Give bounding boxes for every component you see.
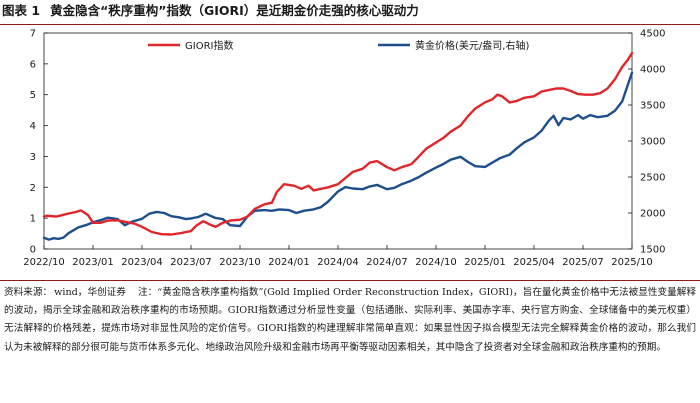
y-right-tick-label: 3000	[640, 137, 665, 148]
y-left-tick-label: 3	[30, 152, 36, 163]
x-tick-label: 2022/10	[23, 257, 65, 268]
y-axis-right: 1500 2000 2500 3000 3500 4000 4500	[628, 29, 665, 256]
legend-label-gold-price: 黄金价格(美元/盎司,右轴)	[415, 39, 529, 52]
x-tick-label: 2025/10	[611, 257, 653, 268]
x-tick-label: 2024/01	[268, 257, 310, 268]
series-line-gold-price	[42, 71, 634, 241]
note-rule	[0, 280, 700, 281]
legend-label-giori: GIORI指数	[185, 39, 233, 52]
note-text: “黄金隐含秩序重构指数”(Gold Implied Order Reconstr…	[4, 287, 696, 353]
y-right-tick-label: 2500	[640, 173, 665, 184]
figure-title-text: 黄金隐含“秩序重构”指数（GIORI）是近期金价走强的核心驱动力	[50, 3, 419, 18]
y-left-tick-label: 6	[30, 59, 36, 70]
y-left-tick-label: 5	[30, 90, 36, 101]
legend: GIORI指数 黄金价格(美元/盎司,右轴)	[148, 39, 529, 52]
y-left-tick-label: 0	[30, 245, 36, 256]
x-tick-label: 2024/04	[317, 257, 359, 268]
x-tick-label: 2025/07	[562, 257, 604, 268]
source-text: wind，华创证券	[54, 287, 126, 298]
y-left-tick-label: 1	[30, 214, 36, 225]
y-axis-left: 0 1 2 3 4 5 6 7	[30, 29, 48, 256]
x-tick-label: 2023/04	[121, 257, 163, 268]
note-label: 注：	[137, 287, 158, 298]
figure-number: 图表 1	[2, 3, 41, 18]
figure-note: 资料来源： wind，华创证券 注：“黄金隐含秩序重构指数”(Gold Implie…	[4, 284, 696, 400]
figure-title: 图表 1 黄金隐含“秩序重构”指数（GIORI）是近期金价走强的核心驱动力	[0, 0, 700, 24]
y-right-tick-label: 2000	[640, 209, 665, 220]
y-left-tick-label: 4	[30, 121, 36, 132]
x-tick-label: 2024/10	[415, 257, 457, 268]
source-label: 资料来源：	[4, 287, 53, 298]
series-layer	[42, 51, 634, 241]
y-right-tick-label: 1500	[640, 245, 665, 256]
x-tick-label: 2023/07	[170, 257, 212, 268]
y-left-tick-label: 2	[30, 183, 36, 194]
x-tick-label: 2023/01	[72, 257, 114, 268]
x-tick-label: 2023/10	[219, 257, 261, 268]
y-left-tick-label: 7	[30, 29, 36, 40]
plot-area	[43, 32, 633, 250]
y-right-tick-label: 4000	[640, 65, 665, 76]
x-tick-label: 2025/04	[513, 257, 555, 268]
x-tick-label: 2024/07	[366, 257, 408, 268]
top-rule	[0, 24, 700, 25]
x-axis: 2022/10 2023/01 2023/04 2023/07 2023/10 2024/…	[23, 245, 653, 268]
gold-giori-chart: 0 1 2 3 4 5 6 7 1500 2000 2500 3000 3500 4000 4500 20…	[23, 29, 665, 269]
x-tick-label: 2025/01	[464, 257, 506, 268]
y-right-tick-label: 4500	[640, 29, 665, 40]
y-right-tick-label: 3500	[640, 101, 665, 112]
series-line-giori	[42, 51, 634, 236]
